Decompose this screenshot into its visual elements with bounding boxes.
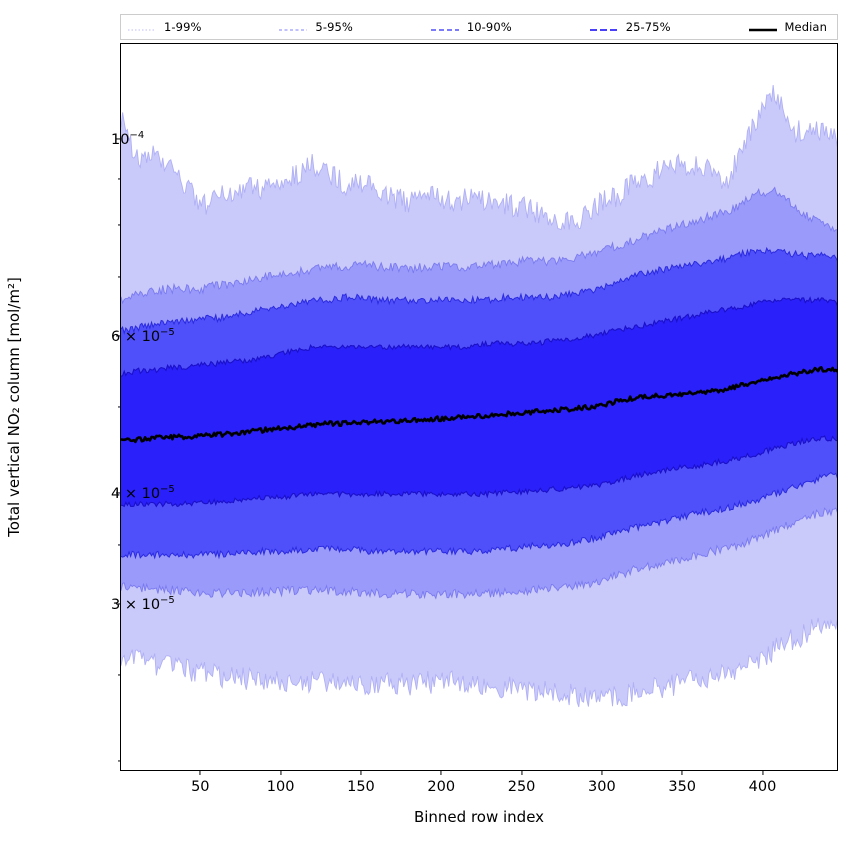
x-tick-label: 300 <box>588 779 616 795</box>
x-tick-label: 400 <box>748 779 777 795</box>
legend-item-label: 1-99% <box>164 20 202 34</box>
legend-line-swatch <box>127 21 157 33</box>
median-line <box>121 366 837 444</box>
x-tick-mark <box>601 771 603 775</box>
legend-item-25-75[interactable]: 25-75% <box>589 20 671 34</box>
band-edge-line <box>121 617 837 708</box>
x-axis-label: Binned row index <box>413 808 545 826</box>
band-edge-line <box>121 84 837 231</box>
x-tick-label: 150 <box>347 779 375 795</box>
legend-line-swatch <box>430 21 460 33</box>
band-edge-line <box>121 507 837 600</box>
x-tick-mark <box>681 771 683 775</box>
band-edge-line <box>121 435 837 508</box>
x-tick-mark <box>199 771 201 775</box>
legend-line-swatch <box>278 21 308 33</box>
legend-line-swatch <box>748 21 778 33</box>
x-tick-mark <box>521 771 523 775</box>
legend-item-median[interactable]: Median <box>748 20 827 34</box>
x-tick-label: 250 <box>507 779 536 795</box>
legend-item-label: Median <box>784 20 827 34</box>
legend-item-1-99[interactable]: 1-99% <box>127 20 202 34</box>
x-tick-mark <box>440 771 442 775</box>
x-tick-mark <box>280 771 282 775</box>
x-tick-mark <box>761 771 764 775</box>
band-edge-line <box>121 246 837 335</box>
chart-legend: 1-99% 5-95% 10-90% 25-75% Median <box>120 14 838 40</box>
x-tick-label: 100 <box>266 779 295 795</box>
legend-item-10-90[interactable]: 10-90% <box>430 20 512 34</box>
band-edge-line <box>121 472 837 560</box>
x-tick-mark <box>360 771 362 775</box>
legend-item-label: 10-90% <box>466 20 512 34</box>
x-tick-label: 50 <box>191 779 210 795</box>
band-edge-line <box>121 296 837 377</box>
legend-item-label: 5-95% <box>315 20 353 34</box>
legend-line-swatch <box>589 21 619 33</box>
plot-area <box>120 43 838 771</box>
x-tick-label: 350 <box>668 779 697 795</box>
y-axis-label: Total vertical NO₂ column [mol/m²] <box>5 277 23 537</box>
legend-item-label: 25-75% <box>625 20 671 34</box>
band-edge-line <box>121 186 837 305</box>
band-25-75 <box>121 297 837 507</box>
legend-item-5-95[interactable]: 5-95% <box>278 20 353 34</box>
percentile-band-plot <box>121 84 837 708</box>
x-tick-label: 200 <box>427 779 456 795</box>
